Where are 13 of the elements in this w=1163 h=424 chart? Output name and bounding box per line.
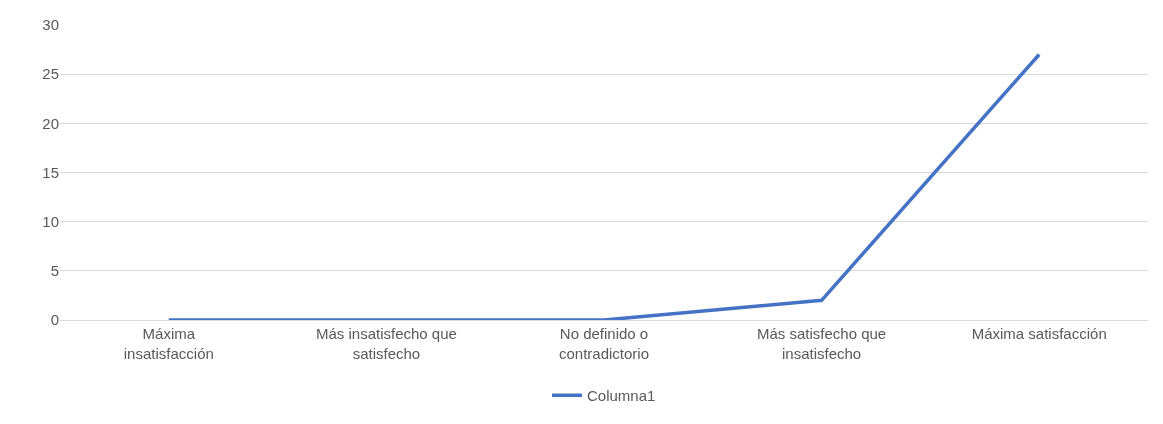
y-tick-label: 5 bbox=[50, 262, 59, 280]
y-tick-label: 10 bbox=[42, 212, 59, 230]
x-tick-label: Más insatisfecho que satisfecho bbox=[315, 325, 457, 362]
x-tick-label: Más satisfecho que insatisfecho bbox=[756, 325, 887, 362]
x-tick-label: No definido o contradictorio bbox=[558, 325, 650, 362]
y-tick-label: 30 bbox=[42, 16, 59, 34]
x-tick-label: Máxima insatisfacción bbox=[123, 325, 214, 362]
legend-label: Columna1 bbox=[587, 387, 656, 405]
y-tick-label: 25 bbox=[42, 65, 59, 83]
y-tick-label: 15 bbox=[42, 163, 59, 181]
x-tick-label: Máxima satisfacción bbox=[971, 325, 1107, 342]
y-tick-label: 0 bbox=[50, 311, 59, 329]
y-tick-label: 20 bbox=[42, 114, 59, 132]
